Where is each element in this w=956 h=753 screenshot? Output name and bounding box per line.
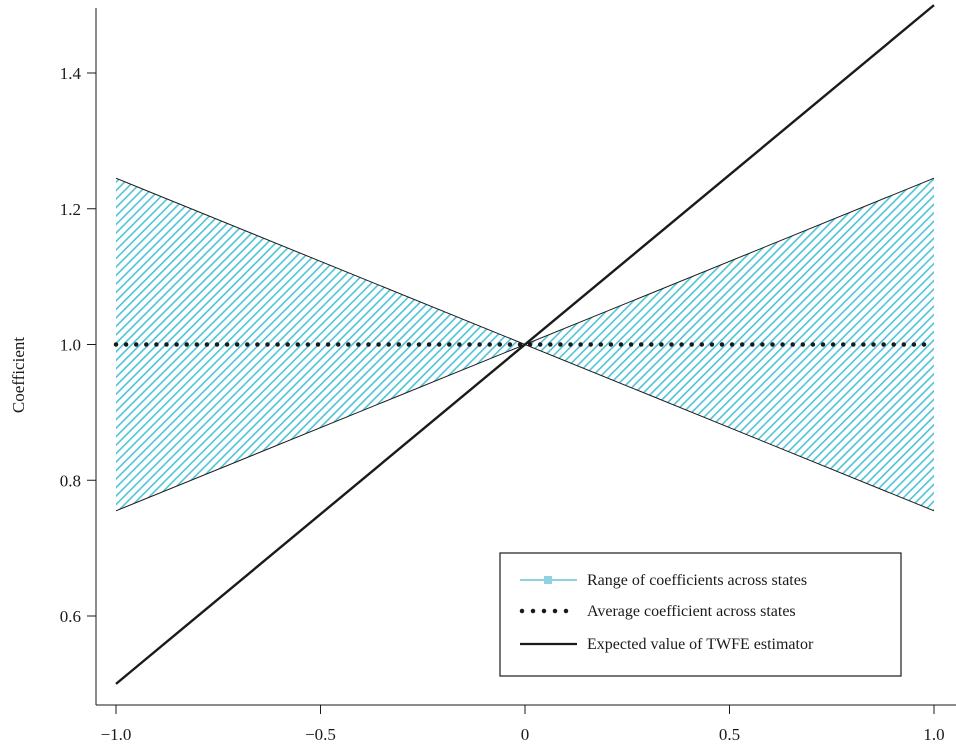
y-ticks: 0.6 0.8 1.0 1.2 1.4 [60, 64, 96, 626]
legend-marker-range [544, 576, 552, 584]
legend-label-twfe: Expected value of TWFE estimator [587, 636, 814, 653]
legend: Range of coefficients across states Aver… [500, 553, 901, 676]
y-tick-label: 1.4 [60, 64, 82, 83]
x-tick-label: 0 [521, 725, 530, 744]
x-tick-label: −0.5 [305, 725, 336, 744]
x-tick-label: 1.0 [923, 725, 944, 744]
x-tick-label: 0.5 [719, 725, 740, 744]
x-ticks: −1.0 −0.5 0 0.5 1.0 [101, 705, 945, 744]
legend-label-range: Range of coefficients across states [587, 572, 807, 589]
y-tick-label: 0.6 [60, 607, 81, 626]
y-tick-label: 0.8 [60, 471, 81, 490]
y-tick-label: 1.0 [60, 336, 81, 355]
legend-label-average: Average coefficient across states [587, 603, 796, 620]
y-tick-label: 1.2 [60, 200, 81, 219]
y-axis-title: Coefficient [9, 337, 28, 413]
x-tick-label: −1.0 [101, 725, 132, 744]
